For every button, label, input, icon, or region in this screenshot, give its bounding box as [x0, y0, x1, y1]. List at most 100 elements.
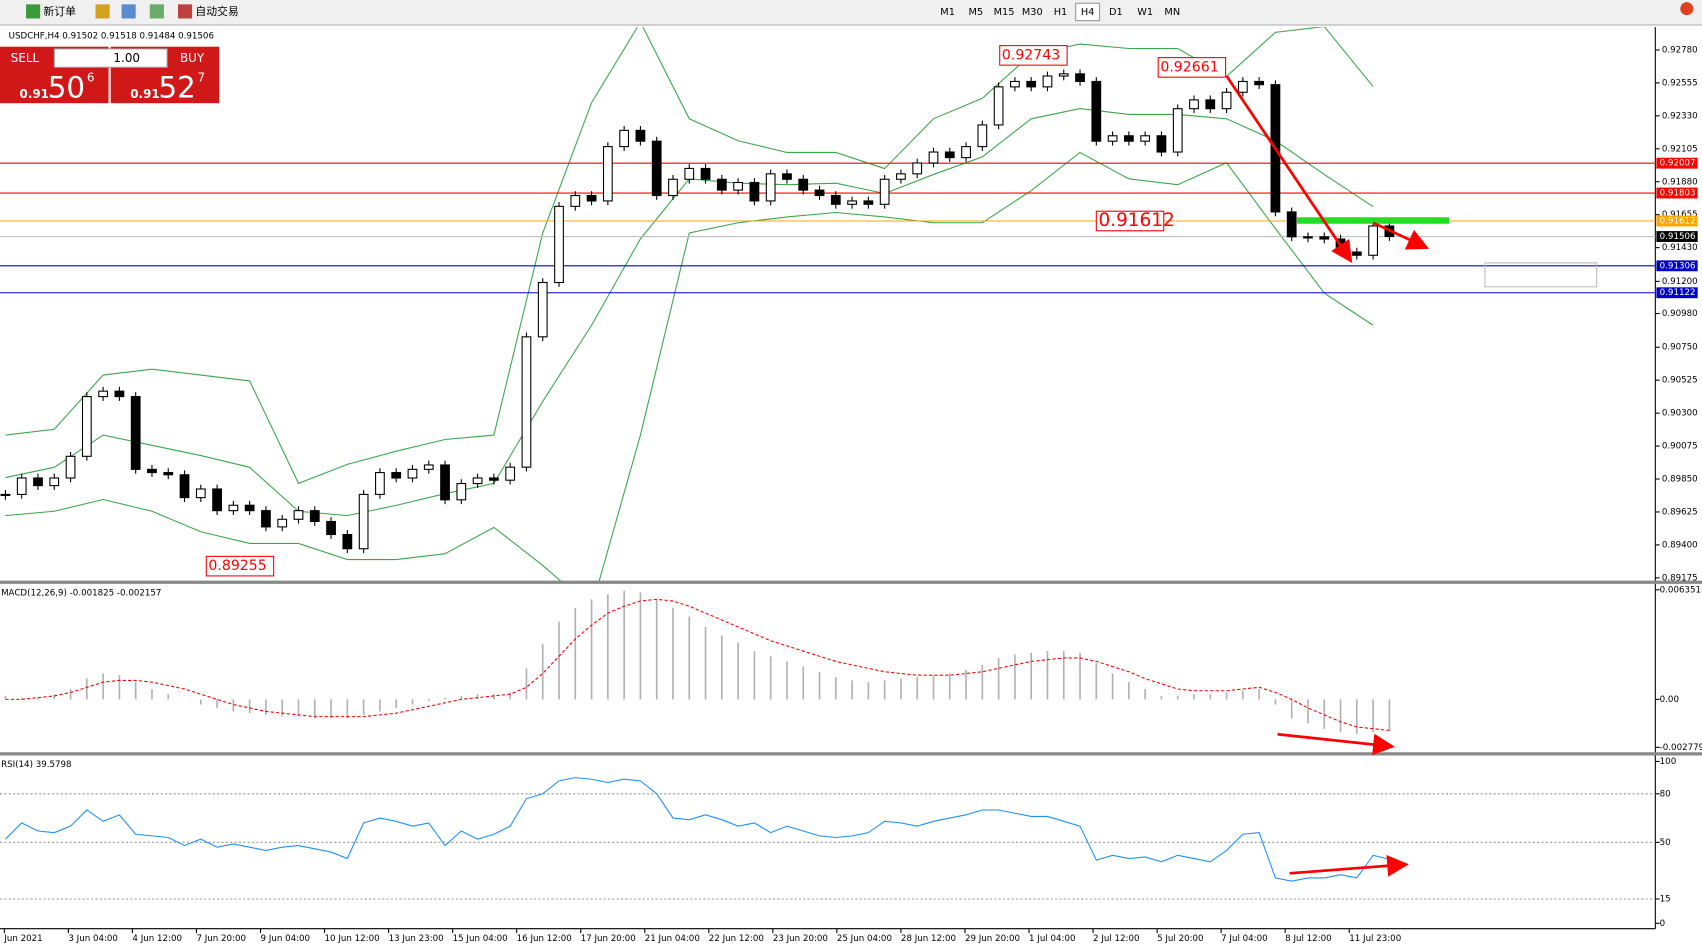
timeframe-button[interactable]: H4	[1081, 7, 1095, 18]
candle-body	[440, 464, 450, 501]
new-order-button[interactable]: 新订单	[43, 4, 76, 18]
candle-body	[130, 396, 141, 470]
buy-label[interactable]: BUY	[180, 51, 205, 65]
price-annotation-box	[205, 555, 275, 577]
alert-badge[interactable]	[1680, 2, 1694, 16]
candle-body	[944, 151, 955, 159]
time-label: 11 Jul 23:00	[1349, 934, 1401, 944]
callout-box	[1484, 262, 1598, 288]
candle-body	[570, 194, 581, 207]
sell-price-pips: 50	[48, 71, 85, 105]
candle-body	[423, 464, 434, 470]
price-annotation: 0.89255	[208, 558, 266, 574]
price-line-label: 0.91612	[1660, 216, 1696, 226]
tool-icon[interactable]	[149, 4, 164, 19]
buy-price-point: 7	[198, 71, 206, 85]
candle-body	[1042, 75, 1053, 88]
time-label: 13 Jun 23:00	[389, 934, 444, 944]
price-tick-label: 0.92555	[1662, 78, 1698, 88]
candle-body	[1156, 135, 1167, 153]
timeframe-button[interactable]: H1	[1054, 7, 1068, 18]
timeframe-button[interactable]: MN	[1164, 7, 1180, 18]
candle-body	[1351, 251, 1362, 256]
price-line-tag	[1656, 157, 1698, 169]
candle-body	[1189, 99, 1199, 110]
price-tick-label: 0.91430	[1662, 243, 1698, 253]
lots-value[interactable]: 1.00	[113, 51, 140, 65]
candle-body	[1010, 80, 1020, 88]
time-label: 23 Jun 20:00	[773, 934, 828, 944]
red-arrow	[1225, 75, 1353, 264]
time-label: 25 Jun 04:00	[837, 934, 892, 944]
timeframe-button[interactable]: D1	[1109, 7, 1123, 18]
candle-body	[293, 510, 304, 520]
tool-icon[interactable]	[95, 4, 110, 19]
candle-body	[847, 200, 857, 205]
red-arrow	[1277, 732, 1395, 756]
timeframe-button[interactable]: M1	[940, 7, 955, 18]
price-tick-label: 0.91880	[1662, 177, 1698, 187]
time-label: 7 Jul 04:00	[1221, 934, 1267, 944]
candle-body	[651, 140, 662, 197]
candle-body	[896, 173, 906, 180]
candle-body	[521, 336, 532, 468]
candle-body	[619, 129, 630, 148]
lots-box[interactable]	[53, 48, 168, 68]
candle-body	[716, 178, 727, 191]
time-label: 7 Jun 20:00	[196, 934, 246, 944]
candle-body	[0, 493, 11, 497]
candle-body	[684, 167, 695, 180]
rsi-tick-label: 0	[1660, 919, 1666, 929]
candle-body	[977, 124, 988, 148]
price-annotation-box	[999, 45, 1068, 66]
candle-body	[179, 474, 190, 499]
buy-price-prefix: 0.91	[130, 87, 159, 101]
sell-label[interactable]: SELL	[11, 51, 40, 65]
candle-body	[1075, 73, 1085, 82]
price-tick-label: 0.90300	[1662, 409, 1698, 419]
price-tick-label: 0.89625	[1662, 507, 1698, 517]
candle-body	[537, 281, 548, 338]
candle-body	[228, 504, 239, 512]
candle-body	[33, 477, 43, 487]
candle-body	[765, 173, 776, 202]
price-annotation-box	[1157, 57, 1227, 78]
macd-tick-label: 0.006351	[1660, 585, 1701, 595]
timeframe-button[interactable]: M5	[969, 7, 984, 18]
price-tick-label: 0.90075	[1662, 442, 1698, 452]
rsi-tick-label: 100	[1660, 757, 1677, 767]
bollinger-lower	[5, 151, 1374, 582]
price-line-tag	[1656, 231, 1698, 242]
timeframe-button[interactable]: W1	[1137, 7, 1153, 18]
time-label: 5 Jul 20:00	[1157, 934, 1203, 944]
candle-body	[1058, 73, 1069, 77]
auto-trading-button[interactable]: 自动交易	[195, 4, 238, 18]
price-line-tag	[1656, 260, 1698, 272]
time-label: 16 Jun 12:00	[517, 934, 572, 944]
rsi-tick-label: 15	[1660, 894, 1671, 904]
macd-plot	[4, 590, 1391, 734]
timeframe-button[interactable]: M15	[994, 7, 1015, 18]
new-order-icon[interactable]	[26, 4, 41, 19]
candle-body	[1286, 211, 1297, 238]
candle-body	[147, 468, 157, 474]
toolbar	[0, 0, 1702, 25]
price-line-label: 0.92007	[1660, 159, 1696, 169]
candle-body	[505, 466, 516, 481]
rsi-line	[5, 777, 1390, 882]
candle-body	[1254, 80, 1265, 86]
candle-body	[1026, 80, 1037, 88]
auto-trading-icon[interactable]	[178, 4, 193, 19]
candle-body	[375, 472, 385, 495]
candle-body	[879, 178, 890, 205]
tool-icon[interactable]	[121, 4, 136, 19]
candle-body	[782, 173, 792, 180]
sell-price-point: 6	[87, 71, 95, 85]
price-annotation: 0.92743	[1002, 47, 1060, 63]
timeframe-button[interactable]: M30	[1022, 7, 1043, 18]
candle-body	[277, 518, 288, 528]
time-label: 15 Jun 04:00	[453, 934, 508, 944]
price-tick-label: 0.92105	[1662, 144, 1698, 154]
time-label: 22 Jun 12:00	[709, 934, 764, 944]
